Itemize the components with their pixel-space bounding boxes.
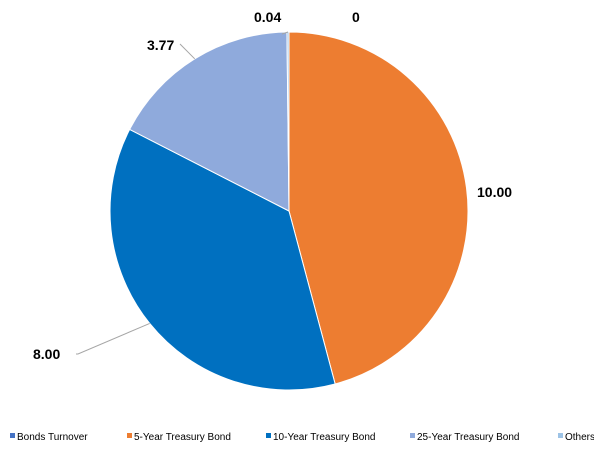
legend-item-25-year-treasury-bond: 25-Year Treasury Bond [410,432,519,443]
data-label-10-year-treasury-bond: 8.00 [33,346,60,362]
legend-swatch-5-year-treasury-bond [127,433,132,438]
leader-line-25-year-treasury-bond [179,43,196,60]
legend: Bonds Turnover 5-Year Treasury Bond 10-Yea… [10,432,594,443]
legend-swatch-bonds-turnover [10,433,15,438]
legend-swatch-10-year-treasury-bond [266,433,271,438]
data-labels: 0 10.00 8.00 3.77 0.04 [33,9,512,362]
pie-slices [109,31,469,391]
legend-swatch-25-year-treasury-bond [410,433,415,438]
legend-swatch-others [558,433,563,438]
legend-label-25-year-treasury-bond: 25-Year Treasury Bond [417,432,519,443]
legend-label-5-year-treasury-bond: 5-Year Treasury Bond [134,432,231,443]
leader-line-others [281,31,289,35]
legend-label-10-year-treasury-bond: 10-Year Treasury Bond [273,432,375,443]
pie-slice-5-year-treasury-bond [288,31,469,385]
legend-item-others: Others [558,432,594,443]
data-label-5-year-treasury-bond: 10.00 [477,184,512,200]
legend-item-5-year-treasury-bond: 5-Year Treasury Bond [127,432,231,443]
legend-item-bonds-turnover: Bonds Turnover [10,432,88,443]
data-label-others: 0.04 [254,9,281,25]
legend-label-others: Others [565,432,594,443]
legend-label-bonds-turnover: Bonds Turnover [17,432,88,443]
pie-slice-25-year-treasury-bond [128,31,290,212]
legend-item-10-year-treasury-bond: 10-Year Treasury Bond [266,432,375,443]
data-label-bonds-turnover: 0 [352,9,360,25]
data-label-25-year-treasury-bond: 3.77 [147,37,174,53]
pie-slice-10-year-treasury-bond [109,128,336,391]
leader-lines [76,31,289,355]
leader-line-10-year-treasury-bond [76,322,150,355]
